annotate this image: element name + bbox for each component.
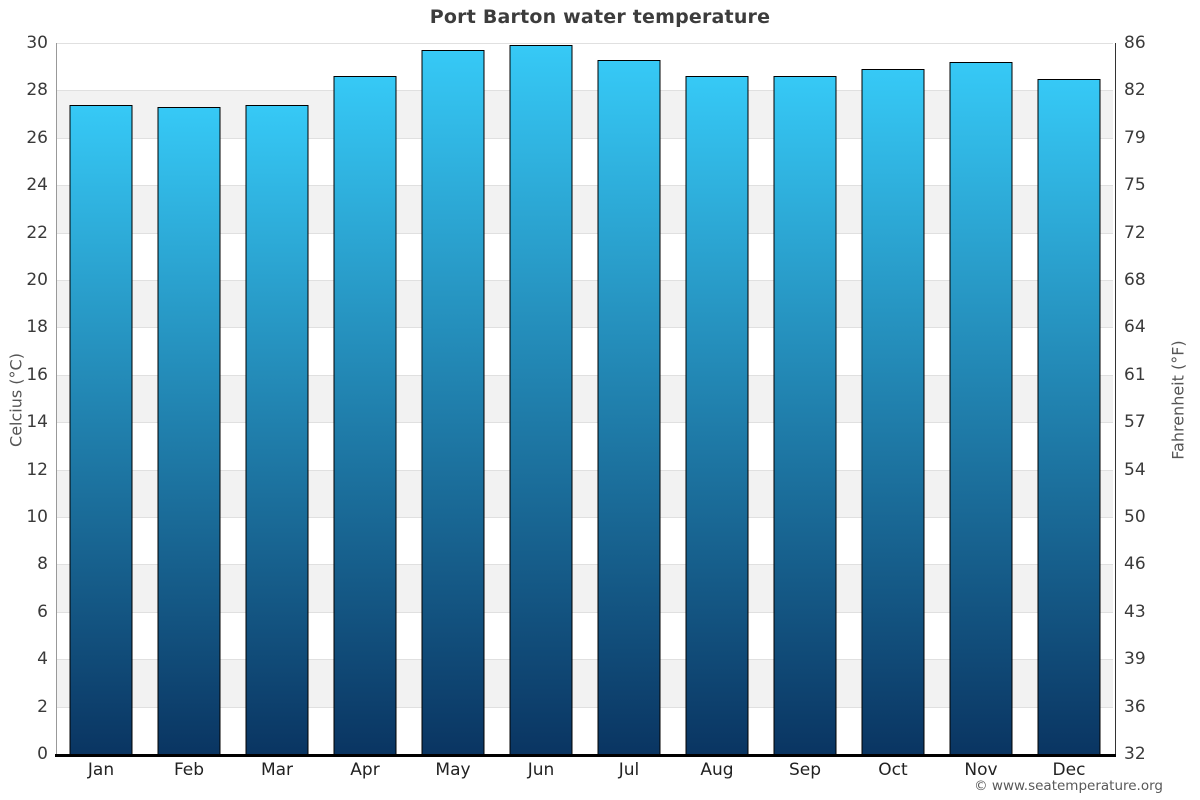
alternating-band [57,185,1113,233]
seatemperature-link[interactable]: © www.seatemperature.org [974,778,1163,794]
fahrenheit-tick-label: 32 [1124,744,1146,764]
month-label: Feb [173,760,205,780]
celsius-tick-label: 18 [26,317,48,338]
fahrenheit-tick-label: 82 [1124,80,1146,101]
celsius-tick-label: 30 [26,33,48,53]
alternating-band [57,280,1113,328]
celsius-tick-label: 26 [26,127,48,148]
celsius-tick-label: 12 [26,459,48,480]
bar-jun [509,45,573,754]
month-label: Apr [350,760,380,780]
celsius-tick-label: 28 [26,80,48,101]
left-axis-title: Celcius (°C) [6,353,26,447]
month-label: Jan [87,760,115,780]
right-axis-line [1115,43,1116,754]
celsius-tick-label: 2 [37,696,48,717]
month-label: Dec [1052,760,1086,780]
fahrenheit-tick-label: 36 [1124,696,1146,717]
celsius-tick-label: 4 [37,649,48,670]
fahrenheit-tick-label: 64 [1124,317,1146,338]
celsius-tick-label: 14 [26,412,48,433]
bar-nov [949,61,1013,754]
fahrenheit-tick-label: 54 [1124,459,1146,480]
month-label: Jul [618,760,640,780]
gridline [57,564,1113,566]
celsius-tick-label: 24 [26,175,48,196]
gridline [57,327,1113,329]
plot-area [55,43,1116,757]
gridline [57,422,1113,424]
celsius-tick-label: 8 [37,554,48,575]
chart-title: Port Barton water temperature [429,6,771,28]
right-axis-title: Fahrenheit (°F) [1168,340,1188,460]
gridline [57,185,1113,187]
bar-sep [773,76,837,754]
fahrenheit-tick-label: 75 [1124,175,1146,196]
fahrenheit-tick-labels: 86 82 79 75 72 68 64 61 57 54 50 46 43 39 36 32 [1124,33,1184,764]
bar-apr [333,76,397,754]
celsius-tick-labels: 30 28 26 24 22 20 18 16 14 12 10 8 6 4 2 0 [0,33,50,764]
copyright: © www.seatemperature.org [974,778,1163,794]
fahrenheit-tick-label: 39 [1124,649,1146,670]
fahrenheit-tick-label: 43 [1124,601,1146,622]
gridline [57,469,1113,471]
month-label: Jun [527,760,555,780]
fahrenheit-tick-label: 86 [1124,33,1146,53]
bar-jan [69,104,133,754]
gridline [57,43,1113,44]
gridline [57,706,1113,708]
fahrenheit-tick-label: 57 [1124,412,1146,433]
gridline [57,517,1113,518]
month-label: Sep [788,760,822,780]
alternating-band [57,90,1113,138]
bar-feb [157,107,221,754]
bar-jul [597,59,661,754]
month-label: Aug [700,760,734,780]
bar-mar [245,104,309,754]
gridline [57,659,1113,661]
fahrenheit-tick-label: 61 [1124,364,1146,385]
gridline [57,232,1113,234]
gridline [57,374,1113,376]
gridline [57,280,1113,281]
alternating-band [57,659,1113,707]
alternating-band [57,469,1113,517]
fahrenheit-tick-label: 68 [1124,270,1146,290]
fahrenheit-tick-label: 50 [1124,507,1146,527]
bar-may [421,50,485,754]
month-label: Nov [964,760,998,780]
bar-dec [1037,78,1101,754]
alternating-band [57,564,1113,612]
fahrenheit-tick-label: 72 [1124,222,1146,243]
celsius-tick-label: 6 [37,601,48,622]
fahrenheit-tick-label: 46 [1124,554,1146,575]
celsius-tick-label: 22 [26,222,48,243]
celsius-tick-label: 10 [26,507,48,527]
gridline [57,90,1113,92]
gridline [57,611,1113,613]
celsius-tick-label: 0 [37,744,48,764]
gridline [57,137,1113,139]
bar-oct [861,69,925,754]
alternating-band [57,374,1113,423]
celsius-tick-label: 20 [26,270,48,290]
x-axis-line [55,754,1116,757]
fahrenheit-tick-label: 79 [1124,127,1146,148]
month-label: Oct [878,760,908,780]
month-label: Mar [260,760,294,780]
bar-aug [685,76,749,754]
month-labels: Jan Feb Mar Apr May Jun Jul Aug Sep Oct Nov Dec [57,760,1113,786]
month-label: May [435,760,471,780]
celsius-tick-label: 16 [26,364,48,385]
left-axis-line [56,43,57,754]
